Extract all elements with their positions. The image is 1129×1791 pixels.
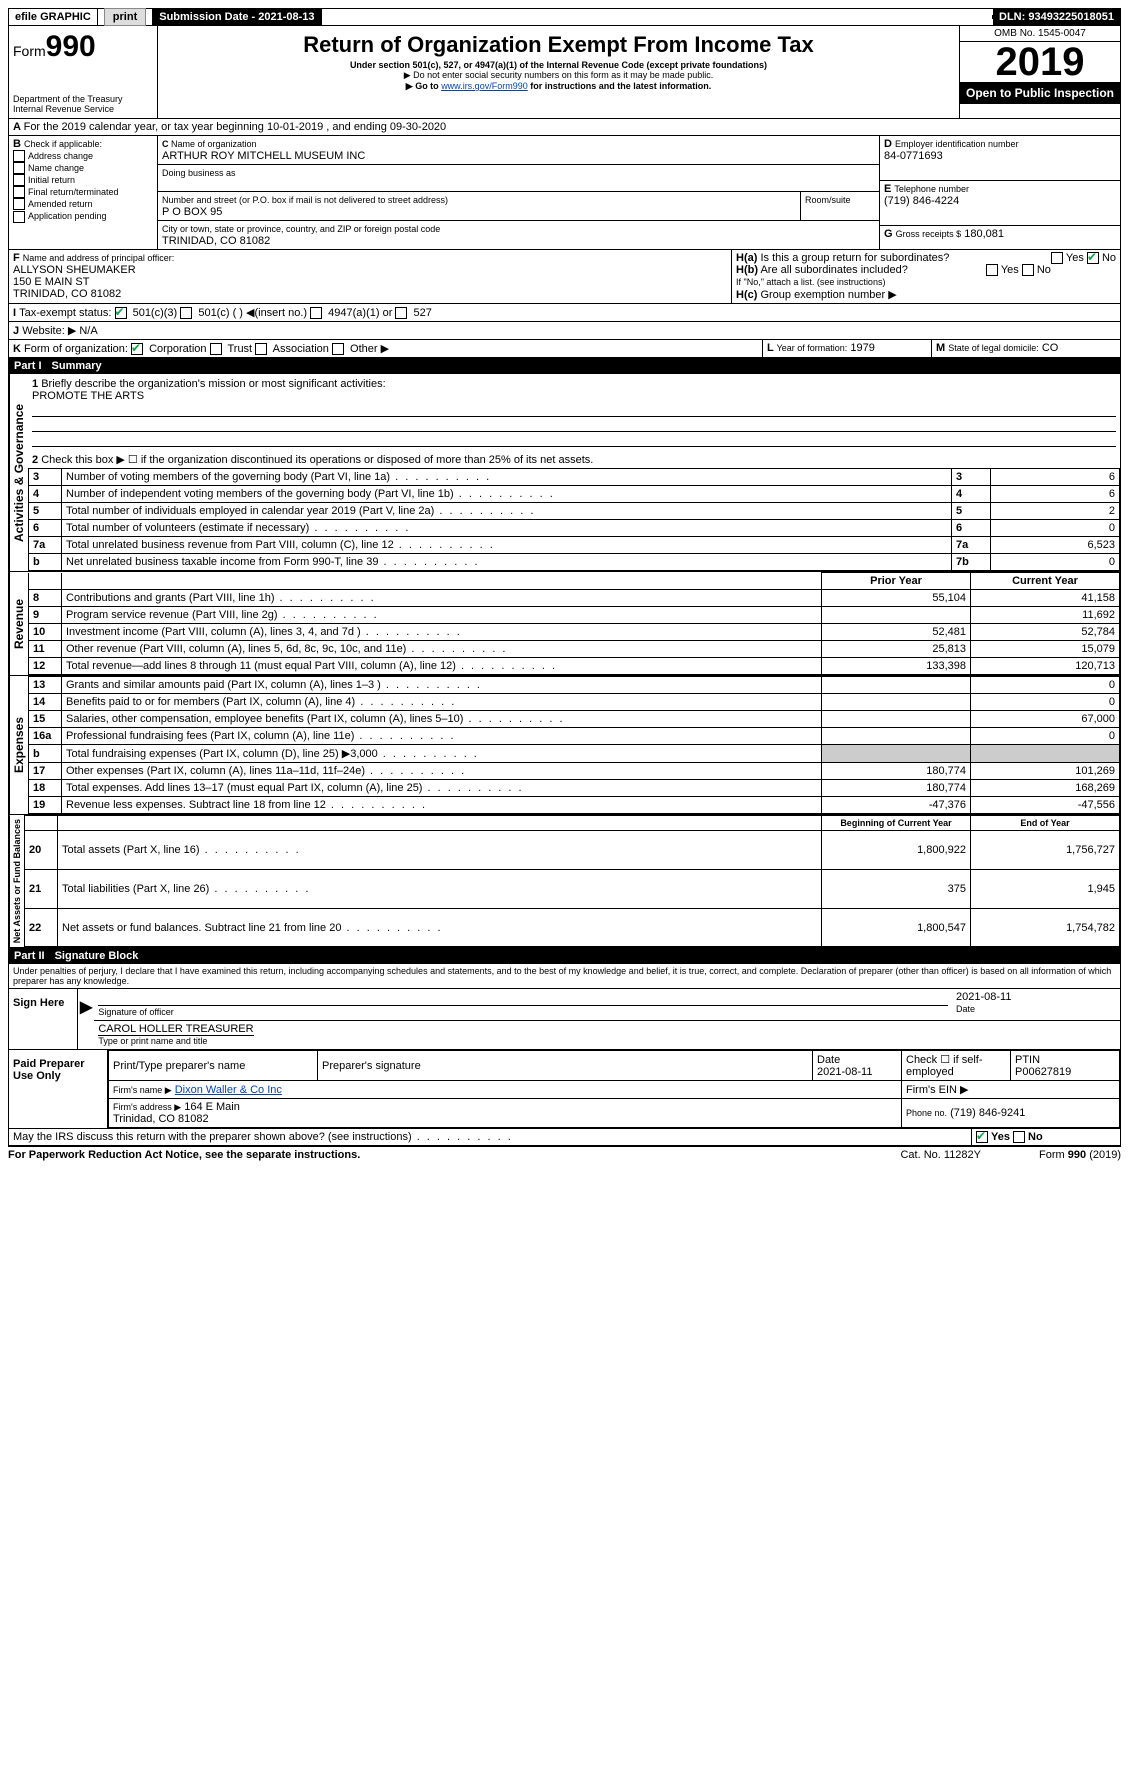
cb-discuss-no[interactable] <box>1013 1131 1025 1143</box>
website: N/A <box>79 325 97 337</box>
cb-527[interactable] <box>395 307 407 319</box>
submission-date: Submission Date - 2021-08-13 <box>153 9 321 25</box>
paid-preparer-block: Paid Preparer Use Only Print/Type prepar… <box>8 1050 1121 1129</box>
cb-4947[interactable] <box>310 307 322 319</box>
tax-year: 2019 <box>960 42 1120 82</box>
irs-link[interactable]: www.irs.gov/Form990 <box>441 81 528 91</box>
year-formation: 1979 <box>850 342 874 354</box>
telephone: (719) 846-4224 <box>884 195 959 207</box>
officer-name-title: CAROL HOLLER TREASURER <box>98 1023 253 1036</box>
part1-header: Part ISummary <box>8 358 1121 374</box>
cb-other[interactable] <box>332 343 344 355</box>
dln: DLN: 93493225018051 <box>993 9 1120 25</box>
form-number: Form990 <box>13 30 153 64</box>
form-header: Form990 Department of the Treasury Inter… <box>8 26 1121 119</box>
subtitle-2: ▶ Do not enter social security numbers o… <box>162 70 955 81</box>
part2-header: Part IISignature Block <box>8 948 1121 964</box>
revenue-table: Prior YearCurrent Year 8Contributions an… <box>28 572 1120 675</box>
cb-address-change[interactable] <box>13 150 25 162</box>
vlabel-expenses: Expenses <box>9 676 28 814</box>
cb-final-return[interactable] <box>13 186 25 198</box>
open-inspection: Open to Public Inspection <box>960 82 1120 104</box>
cb-hb-yes[interactable] <box>986 264 998 276</box>
cb-ha-no[interactable] <box>1087 252 1099 264</box>
cb-501c3[interactable] <box>115 307 127 319</box>
cb-discuss-yes[interactable] <box>976 1131 988 1143</box>
vlabel-revenue: Revenue <box>9 572 28 675</box>
cb-ha-yes[interactable] <box>1051 252 1063 264</box>
org-name: ARTHUR ROY MITCHELL MUSEUM INC <box>162 150 365 162</box>
ptin: P00627819 <box>1015 1066 1071 1078</box>
cb-name-change[interactable] <box>13 162 25 174</box>
print-button[interactable]: print <box>104 8 146 26</box>
vlabel-net: Net Assets or Fund Balances <box>9 815 24 947</box>
cb-trust[interactable] <box>210 343 222 355</box>
perjury-declaration: Under penalties of perjury, I declare th… <box>8 964 1121 989</box>
cb-amended[interactable] <box>13 198 25 210</box>
section-b: B Check if applicable: Address change Na… <box>9 136 158 249</box>
form-footer: Form 990 (2019) <box>981 1149 1121 1161</box>
mission: PROMOTE THE ARTS <box>32 390 144 402</box>
net-assets-table: Beginning of Current YearEnd of Year 20T… <box>24 815 1120 947</box>
cb-application-pending[interactable] <box>13 211 25 223</box>
pra-notice: For Paperwork Reduction Act Notice, see … <box>8 1149 360 1161</box>
subtitle-1: Under section 501(c), 527, or 4947(a)(1)… <box>350 60 767 70</box>
form-title: Return of Organization Exempt From Incom… <box>162 32 955 58</box>
org-address: P O BOX 95 <box>162 206 222 218</box>
gross-receipts: 180,081 <box>964 228 1004 240</box>
firm-name-link[interactable]: Dixon Waller & Co Inc <box>175 1084 282 1096</box>
sign-here-block: Sign Here ▶ Signature of officer 2021-08… <box>8 989 1121 1050</box>
org-city: TRINIDAD, CO 81082 <box>162 235 270 247</box>
cat-no: Cat. No. 11282Y <box>900 1149 981 1161</box>
officer-name: ALLYSON SHEUMAKER <box>13 264 136 276</box>
cb-501c[interactable] <box>180 307 192 319</box>
cb-corp[interactable] <box>131 343 143 355</box>
sign-date: 2021-08-11 <box>956 991 1011 1003</box>
firm-phone: (719) 846-9241 <box>950 1107 1025 1119</box>
ein: 84-0771693 <box>884 150 943 162</box>
vlabel-governance: Activities & Governance <box>9 374 28 571</box>
cb-assoc[interactable] <box>255 343 267 355</box>
cb-initial-return[interactable] <box>13 174 25 186</box>
expenses-table: 13Grants and similar amounts paid (Part … <box>28 676 1120 814</box>
line-a: A For the 2019 calendar year, or tax yea… <box>9 119 1120 135</box>
cb-hb-no[interactable] <box>1022 264 1034 276</box>
top-bar: efile GRAPHIC print Submission Date - 20… <box>8 8 1121 26</box>
irs: Internal Revenue Service <box>13 104 153 114</box>
governance-table: 3Number of voting members of the governi… <box>28 468 1120 571</box>
state-domicile: CO <box>1042 342 1059 354</box>
line-i: I Tax-exempt status: 501(c)(3) 501(c) ( … <box>9 304 1120 321</box>
dept-treasury: Department of the Treasury <box>13 94 153 104</box>
efile-label: efile GRAPHIC <box>9 9 98 25</box>
